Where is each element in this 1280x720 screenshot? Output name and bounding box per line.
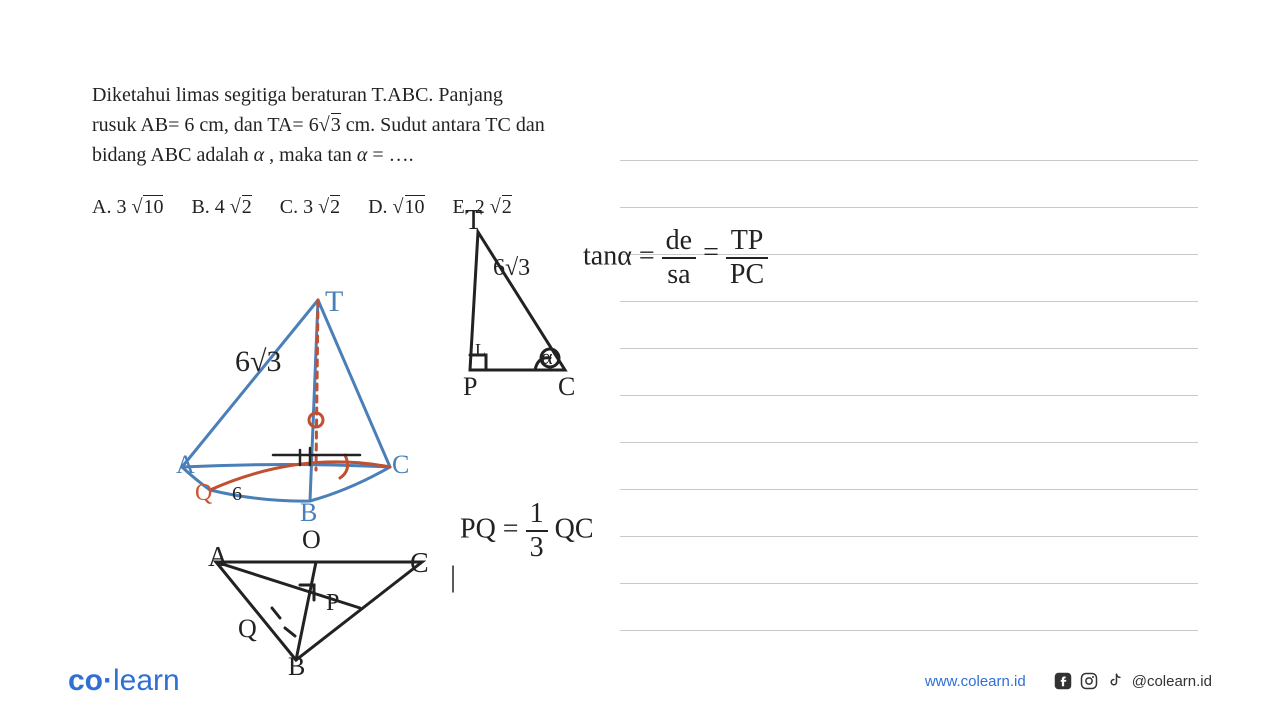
brand-learn: learn: [113, 664, 180, 697]
hw-bar: |: [450, 560, 456, 594]
hw-rightangle: L: [475, 340, 486, 361]
label-A-btm: A: [208, 542, 228, 574]
tan-label: tanα =: [583, 240, 655, 271]
label-T-small: T: [465, 205, 482, 237]
label-P-small: P: [463, 372, 477, 402]
instagram-icon[interactable]: [1080, 672, 1098, 690]
label-C-small: C: [558, 372, 575, 402]
social-group: @colearn.id: [1054, 672, 1212, 690]
label-alpha: α: [541, 344, 553, 370]
tiktok-icon[interactable]: [1106, 672, 1124, 690]
handdrawn-overlay: [0, 0, 1280, 720]
label-six: 6: [232, 483, 242, 506]
label-C-pyr: C: [392, 450, 409, 480]
label-T-pyr: T: [325, 285, 343, 319]
label-P-btm: P: [326, 590, 339, 617]
label-Q-pyr: Q: [195, 480, 212, 507]
label-B-pyr: B: [300, 498, 317, 528]
facebook-icon[interactable]: [1054, 672, 1072, 690]
brand-dot: ·: [103, 664, 113, 697]
hw-tan-eq: tanα = desa = TPPC: [583, 225, 768, 291]
hw-pq-eq: PQ = 13 QC: [460, 498, 594, 564]
footer: co·learn www.colearn.id @colearn.id: [0, 664, 1280, 698]
label-C-btm: C: [410, 548, 429, 580]
footer-url[interactable]: www.colearn.id: [925, 673, 1026, 690]
label-O-btm: O: [302, 525, 321, 555]
label-6r3: 6√3: [235, 345, 281, 379]
label-Q-btm: Q: [238, 614, 257, 644]
brand-co: co: [68, 664, 103, 697]
social-handle: @colearn.id: [1132, 673, 1212, 690]
label-6r3-small: 6√3: [493, 255, 530, 282]
footer-right: www.colearn.id @colearn.id: [925, 672, 1212, 690]
brand-logo: co·learn: [68, 664, 180, 698]
label-A-pyr: A: [176, 450, 195, 480]
